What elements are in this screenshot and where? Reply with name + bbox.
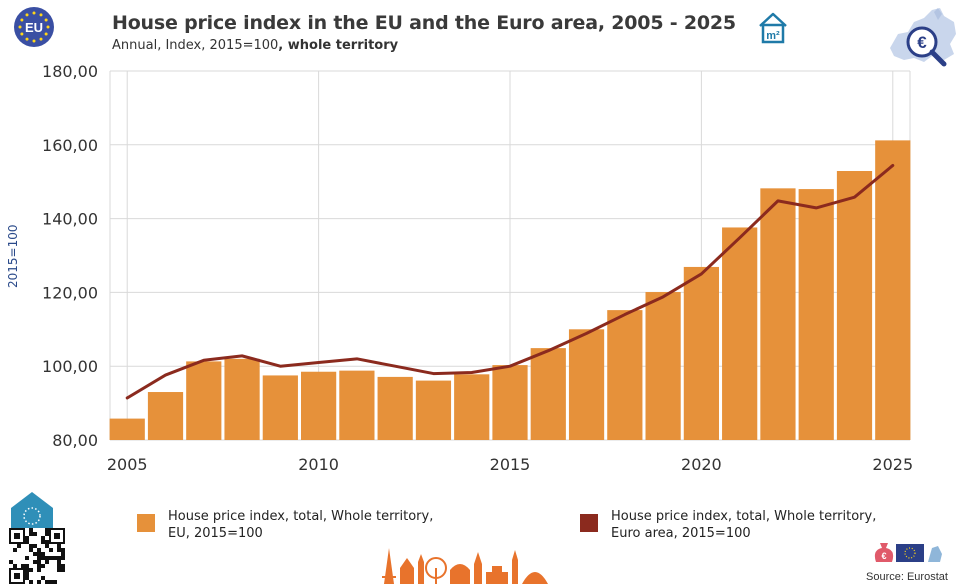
source-note: Source: Eurostat [866,571,948,583]
y-tick-label: 140,00 [42,210,98,229]
legend-swatch-bar [137,514,155,532]
bar-2024[interactable] [836,170,873,440]
eu-star [32,11,36,15]
bar-2012[interactable] [377,376,413,440]
money-bag-flag-icon: € [874,543,942,562]
bar-2007[interactable] [186,361,222,440]
svg-text:€: € [881,551,886,561]
y-axis: 80,00 100,00 120,00 140,00 160,00 180,00 [42,62,98,450]
bar-2017[interactable] [568,329,605,440]
eu-star [20,32,24,36]
eu-star [25,13,29,17]
bar-2009[interactable] [262,375,298,440]
eu-star [39,37,43,41]
eu-star [32,39,36,43]
europe-skyline [382,548,548,584]
y-axis-label-wrap: 2015=100 [4,210,24,310]
eu-star [39,13,43,17]
bar-2011[interactable] [339,370,375,440]
x-tick-label: 2005 [107,455,148,474]
subtitle-bold: , whole territory [278,38,399,53]
house-eu-icon [11,492,53,530]
eu-logo-text: EU [25,20,43,35]
bar-2014[interactable] [454,374,490,440]
y-tick-label: 120,00 [42,283,98,302]
bar-2023[interactable] [798,189,834,440]
legend-item-eu[interactable]: House price index, total, Whole territor… [137,508,433,542]
chart-subtitle: Annual, Index, 2015=100, whole territory [112,38,398,53]
x-tick-label: 2025 [872,455,913,474]
svg-text:€: € [917,33,927,52]
x-tick-label: 2015 [490,455,531,474]
y-axis-label: 2015=100 [6,224,20,289]
bar-2025[interactable] [875,140,911,440]
euro-map-magnifier-icon: € [890,8,956,67]
bar-2005[interactable] [109,418,145,440]
m2-label: m² [766,30,780,42]
y-tick-label: 180,00 [42,62,98,81]
eu-star [44,18,48,22]
eu-star [44,32,48,36]
x-tick-label: 2010 [298,455,339,474]
y-tick-label: 80,00 [52,431,98,450]
x-axis: 2005 2010 2015 2020 2025 [107,455,913,474]
legend-label-euro-area: House price index, total, Whole territor… [611,509,877,541]
eu-logo-icon: EU [14,7,54,47]
subtitle-plain: Annual, Index, 2015=100 [112,38,279,53]
bar-2016[interactable] [530,348,566,440]
bar-2018[interactable] [607,310,643,440]
legend-label-eu: House price index, total, Whole territor… [168,509,434,541]
m2-house-icon: m² [759,12,787,44]
eu-star [18,25,22,29]
x-tick-label: 2020 [681,455,722,474]
eu-star [25,37,29,41]
bar-2021[interactable] [722,227,758,440]
y-tick-label: 160,00 [42,136,98,155]
eu-star [20,18,24,22]
y-tick-label: 100,00 [42,357,98,376]
qr-code[interactable] [9,528,65,584]
bar-2008[interactable] [224,358,260,440]
line-series [125,163,895,400]
bar-series [109,140,911,440]
bar-2013[interactable] [415,380,452,440]
bar-2010[interactable] [301,371,337,440]
bar-2006[interactable] [147,392,184,440]
eu-star [46,25,50,29]
legend-item-euro-area[interactable]: House price index, total, Whole territor… [580,508,876,542]
bar-2020[interactable] [683,266,719,440]
legend-swatch-line [580,514,598,532]
bar-2015[interactable] [492,365,528,440]
chart-title: House price index in the EU and the Euro… [112,12,736,34]
bar-2019[interactable] [645,292,681,440]
bar-2022[interactable] [760,188,796,440]
